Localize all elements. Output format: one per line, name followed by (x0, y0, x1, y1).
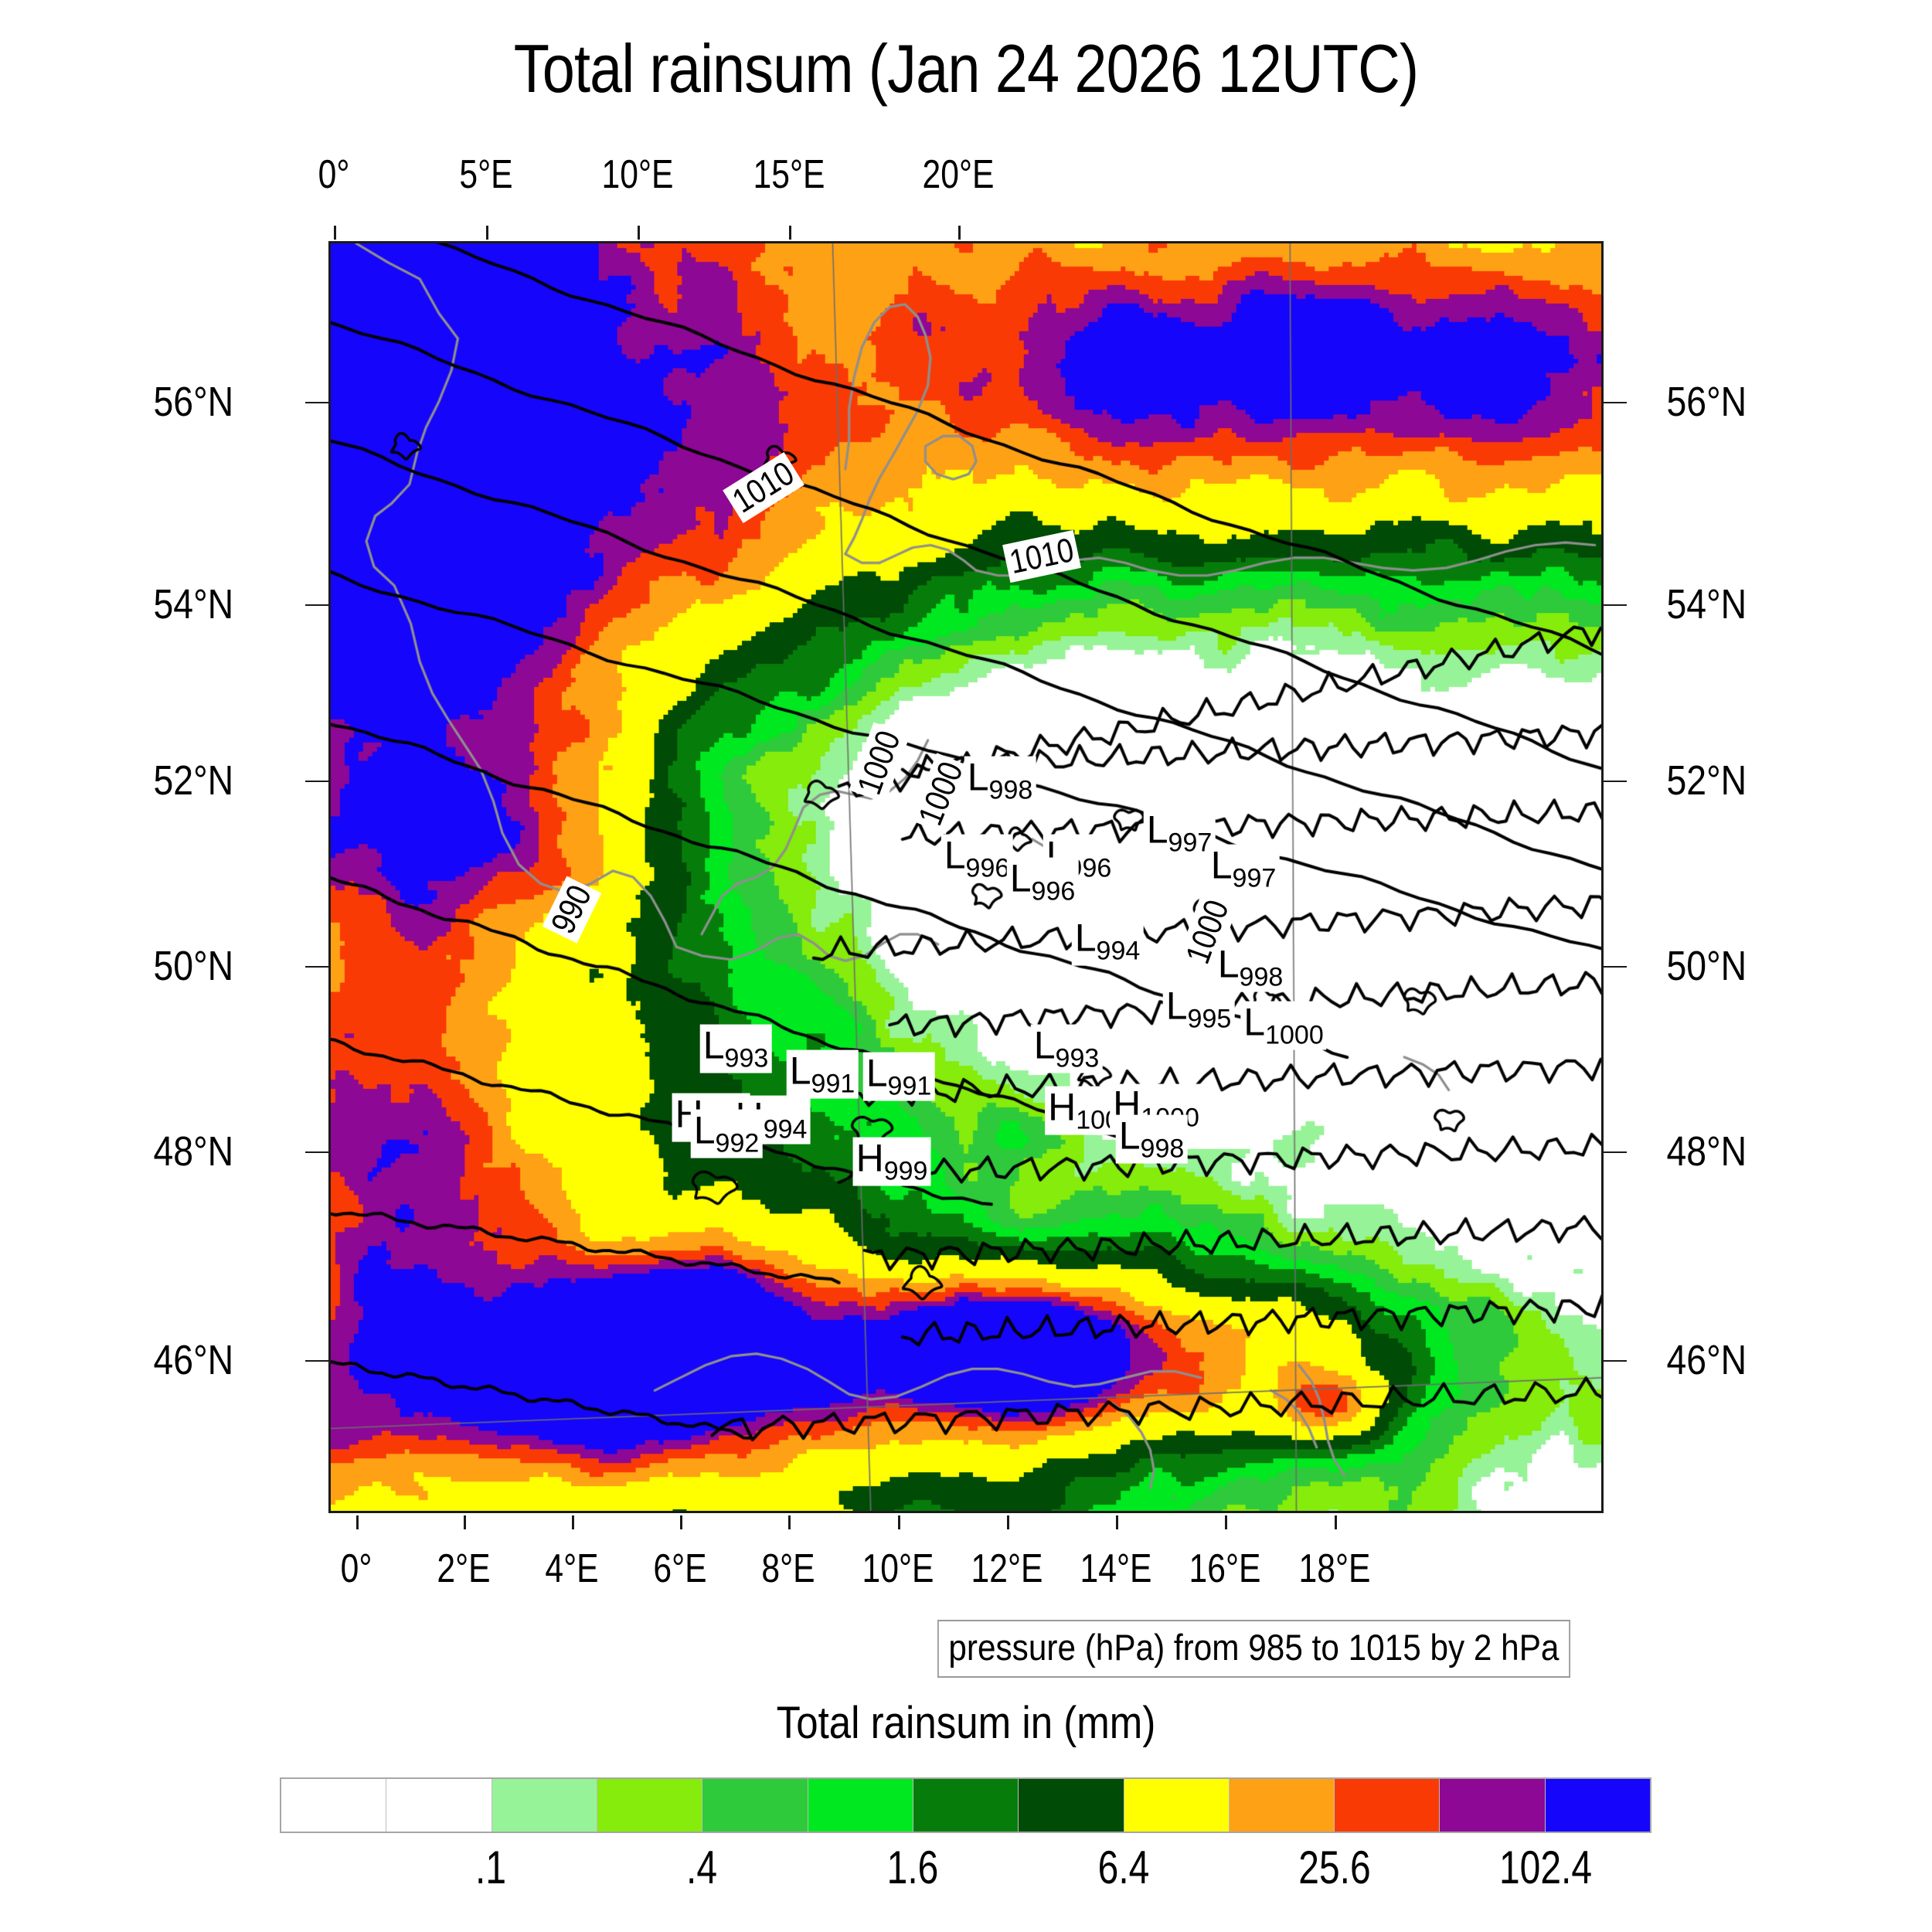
axis-right-tick (1604, 1151, 1627, 1153)
axis-bottom-tick-label: 10°E (862, 1546, 934, 1591)
axis-right-tick-label: 52°N (1666, 757, 1747, 804)
axis-bottom-tick (1225, 1515, 1227, 1529)
axis-bottom-tick (572, 1515, 574, 1529)
low-pressure-marker: L993 (1030, 1024, 1103, 1073)
colorbar-segment[interactable] (702, 1779, 808, 1832)
axis-bottom-tick (898, 1515, 900, 1529)
low-pressure-marker: L993 (699, 1024, 772, 1073)
axis-bottom-tick-label: 8°E (761, 1546, 815, 1591)
axis-left-tick (305, 966, 328, 968)
colorbar-segment[interactable] (1229, 1779, 1335, 1832)
colorbar-tick-label: 1.6 (886, 1842, 939, 1893)
low-pressure-marker: L996 (1006, 857, 1079, 906)
axis-left-tick-label: 46°N (153, 1337, 234, 1383)
axis-right-tick (1604, 966, 1627, 968)
axis-right-tick (1604, 604, 1627, 606)
high-pressure-marker: H999 (852, 1137, 931, 1186)
colorbar-tick-label: 25.6 (1298, 1842, 1372, 1893)
colorbar-tick-label: 6.4 (1097, 1842, 1150, 1893)
colorbar-segment[interactable] (1019, 1779, 1124, 1832)
axis-bottom-tick-label: 18°E (1298, 1546, 1371, 1591)
axis-left-tick (305, 604, 328, 606)
axis-left-tick-label: 52°N (153, 757, 234, 804)
low-pressure-marker: L998 (964, 756, 1036, 805)
low-pressure-marker: L996 (940, 834, 1013, 883)
axis-right-tick (1604, 402, 1627, 403)
axis-bottom-tick (680, 1515, 682, 1529)
axis-left-tick (305, 1151, 328, 1153)
axis-left-tick-label: 54°N (153, 581, 234, 628)
colorbar[interactable] (280, 1777, 1651, 1833)
axis-top-tick (638, 226, 640, 240)
axis-bottom-tick (1335, 1515, 1337, 1529)
axis-right-tick-label: 56°N (1666, 379, 1747, 425)
axis-top-tick (958, 226, 961, 240)
colorbar-segment[interactable] (492, 1779, 597, 1832)
colorbar-tick-label: .4 (686, 1842, 718, 1893)
axis-top-tick (334, 226, 336, 240)
axis-bottom-tick (464, 1515, 466, 1529)
axis-bottom-tick-label: 4°E (545, 1546, 599, 1591)
colorbar-segment[interactable] (1124, 1779, 1230, 1832)
low-pressure-marker: L997 (1207, 844, 1280, 893)
colorbar-title: Total rainsum in (mm) (776, 1698, 1156, 1748)
axis-top-tick-label: 5°E (459, 152, 513, 197)
colorbar-segment[interactable] (808, 1779, 913, 1832)
colorbar-segment[interactable] (597, 1779, 703, 1832)
low-pressure-marker: L997 (1143, 808, 1216, 858)
axis-bottom-tick-label: 6°E (653, 1546, 707, 1591)
low-pressure-marker: L991 (862, 1052, 935, 1101)
axis-bottom-tick-label: 14°E (1080, 1546, 1152, 1591)
low-pressure-marker: L998 (1115, 1114, 1188, 1164)
low-pressure-marker: L991 (786, 1049, 859, 1099)
colorbar-tick-label: 102.4 (1499, 1842, 1593, 1893)
colorbar-segment[interactable] (913, 1779, 1019, 1832)
axis-right-tick (1604, 1360, 1627, 1362)
axis-bottom-tick (788, 1515, 791, 1529)
axis-bottom-tick (1007, 1515, 1009, 1529)
axis-right-tick (1604, 781, 1627, 782)
pressure-contour-legend: pressure (hPa) from 985 to 1015 by 2 hPa (937, 1620, 1570, 1678)
axis-top-tick-label: 15°E (753, 152, 825, 197)
colorbar-tick-label: .1 (475, 1842, 507, 1893)
axis-top-tick-label: 20°E (922, 152, 995, 197)
colorbar-segment[interactable] (1545, 1779, 1651, 1832)
axis-top-tick-label: 10°E (601, 152, 674, 197)
axis-right-tick-label: 46°N (1666, 1337, 1747, 1383)
low-pressure-marker: L998 (1214, 943, 1287, 992)
axis-right-tick-label: 54°N (1666, 581, 1747, 628)
axis-left-tick-label: 56°N (153, 379, 234, 425)
colorbar-segment[interactable] (1335, 1779, 1440, 1832)
axis-top-tick-label: 0° (318, 152, 350, 197)
axis-bottom-tick (356, 1515, 359, 1529)
axis-bottom-tick-label: 12°E (971, 1546, 1043, 1591)
axis-left-tick-label: 50°N (153, 943, 234, 989)
page-title: Total rainsum (Jan 24 2026 12UTC) (513, 30, 1419, 107)
axis-bottom-tick-label: 0° (340, 1546, 372, 1591)
axis-left-tick (305, 1360, 328, 1362)
axis-left-tick (305, 781, 328, 782)
axis-bottom-tick-label: 16°E (1189, 1546, 1261, 1591)
colorbar-segment[interactable] (281, 1779, 387, 1832)
low-pressure-marker: L992 (690, 1109, 763, 1158)
axis-bottom-tick (1116, 1515, 1118, 1529)
low-pressure-marker: L994 (1071, 917, 1144, 966)
low-pressure-marker: L995 (1162, 985, 1235, 1034)
colorbar-segment[interactable] (386, 1779, 492, 1832)
axis-right-tick-label: 50°N (1666, 943, 1747, 989)
map-plot-area[interactable]: 1010 1010 1000 1000 1000 990 L998 L997 L996 L996 L… (328, 241, 1604, 1513)
colorbar-segment[interactable] (1440, 1779, 1546, 1832)
axis-top-tick (789, 226, 791, 240)
axis-right-tick-label: 48°N (1666, 1128, 1747, 1175)
low-pressure-marker: L1000 (1240, 1001, 1327, 1050)
axis-left-tick-label: 48°N (153, 1128, 234, 1175)
axis-top-tick (486, 226, 488, 240)
axis-left-tick (305, 402, 328, 403)
axis-bottom-tick-label: 2°E (437, 1546, 491, 1591)
